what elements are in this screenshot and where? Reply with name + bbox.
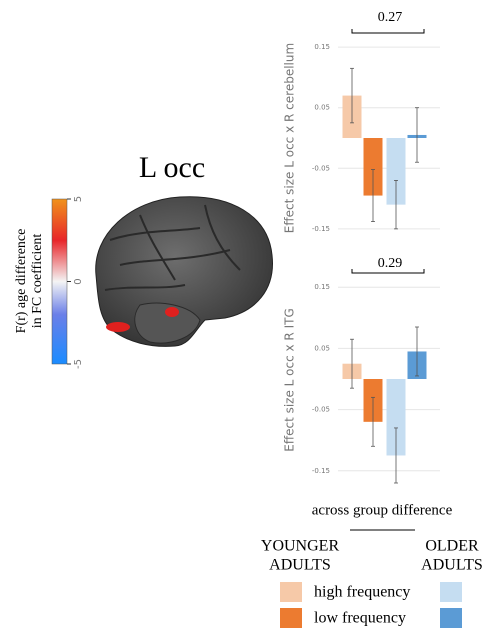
legend-swatch <box>440 608 462 628</box>
legend-swatch <box>280 608 302 628</box>
title: L occ <box>139 151 205 184</box>
colorbar-tick-label: -5 <box>73 359 84 369</box>
y-tick-label: -0.05 <box>312 406 330 414</box>
colorbar-label: F(r) age difference <box>14 229 29 334</box>
legend-group: ADULTS <box>269 557 331 574</box>
significance-bracket <box>351 269 425 274</box>
y-tick-label: 0.15 <box>314 43 330 51</box>
bar <box>386 379 406 456</box>
legend-group: OLDER <box>425 538 479 555</box>
colorbar-tick-label: 0 <box>73 278 84 284</box>
y-tick-label: 0.15 <box>314 283 330 291</box>
colorbar-tick-label: 5 <box>73 196 84 202</box>
colorbar <box>51 198 68 365</box>
legend-group: ADULTS <box>421 557 483 574</box>
y-axis-label: Effect size L occ x R ITG <box>283 308 297 452</box>
bar <box>386 138 406 205</box>
y-tick-label: -0.05 <box>312 164 330 172</box>
y-tick-label: 0.05 <box>314 344 330 352</box>
legend-title: across group difference <box>312 502 453 518</box>
legend-label: low frequency <box>314 610 406 627</box>
legend-swatch <box>280 582 302 602</box>
legend-swatch <box>440 582 462 602</box>
y-axis-label: Effect size L occ x R cerebellum <box>283 43 297 233</box>
legend-label: high frequency <box>314 584 410 601</box>
significance-label: 0.27 <box>378 10 403 25</box>
y-tick-label: -0.15 <box>312 225 330 233</box>
legend-group: YOUNGER <box>261 538 340 555</box>
brain <box>95 196 273 347</box>
significance-label: 0.29 <box>378 256 403 271</box>
colorbar-label: in FC coefficient <box>30 234 45 329</box>
bar <box>363 138 383 196</box>
significance-bracket <box>351 29 425 34</box>
y-tick-label: -0.15 <box>312 467 330 475</box>
y-tick-label: 0.05 <box>314 104 330 112</box>
